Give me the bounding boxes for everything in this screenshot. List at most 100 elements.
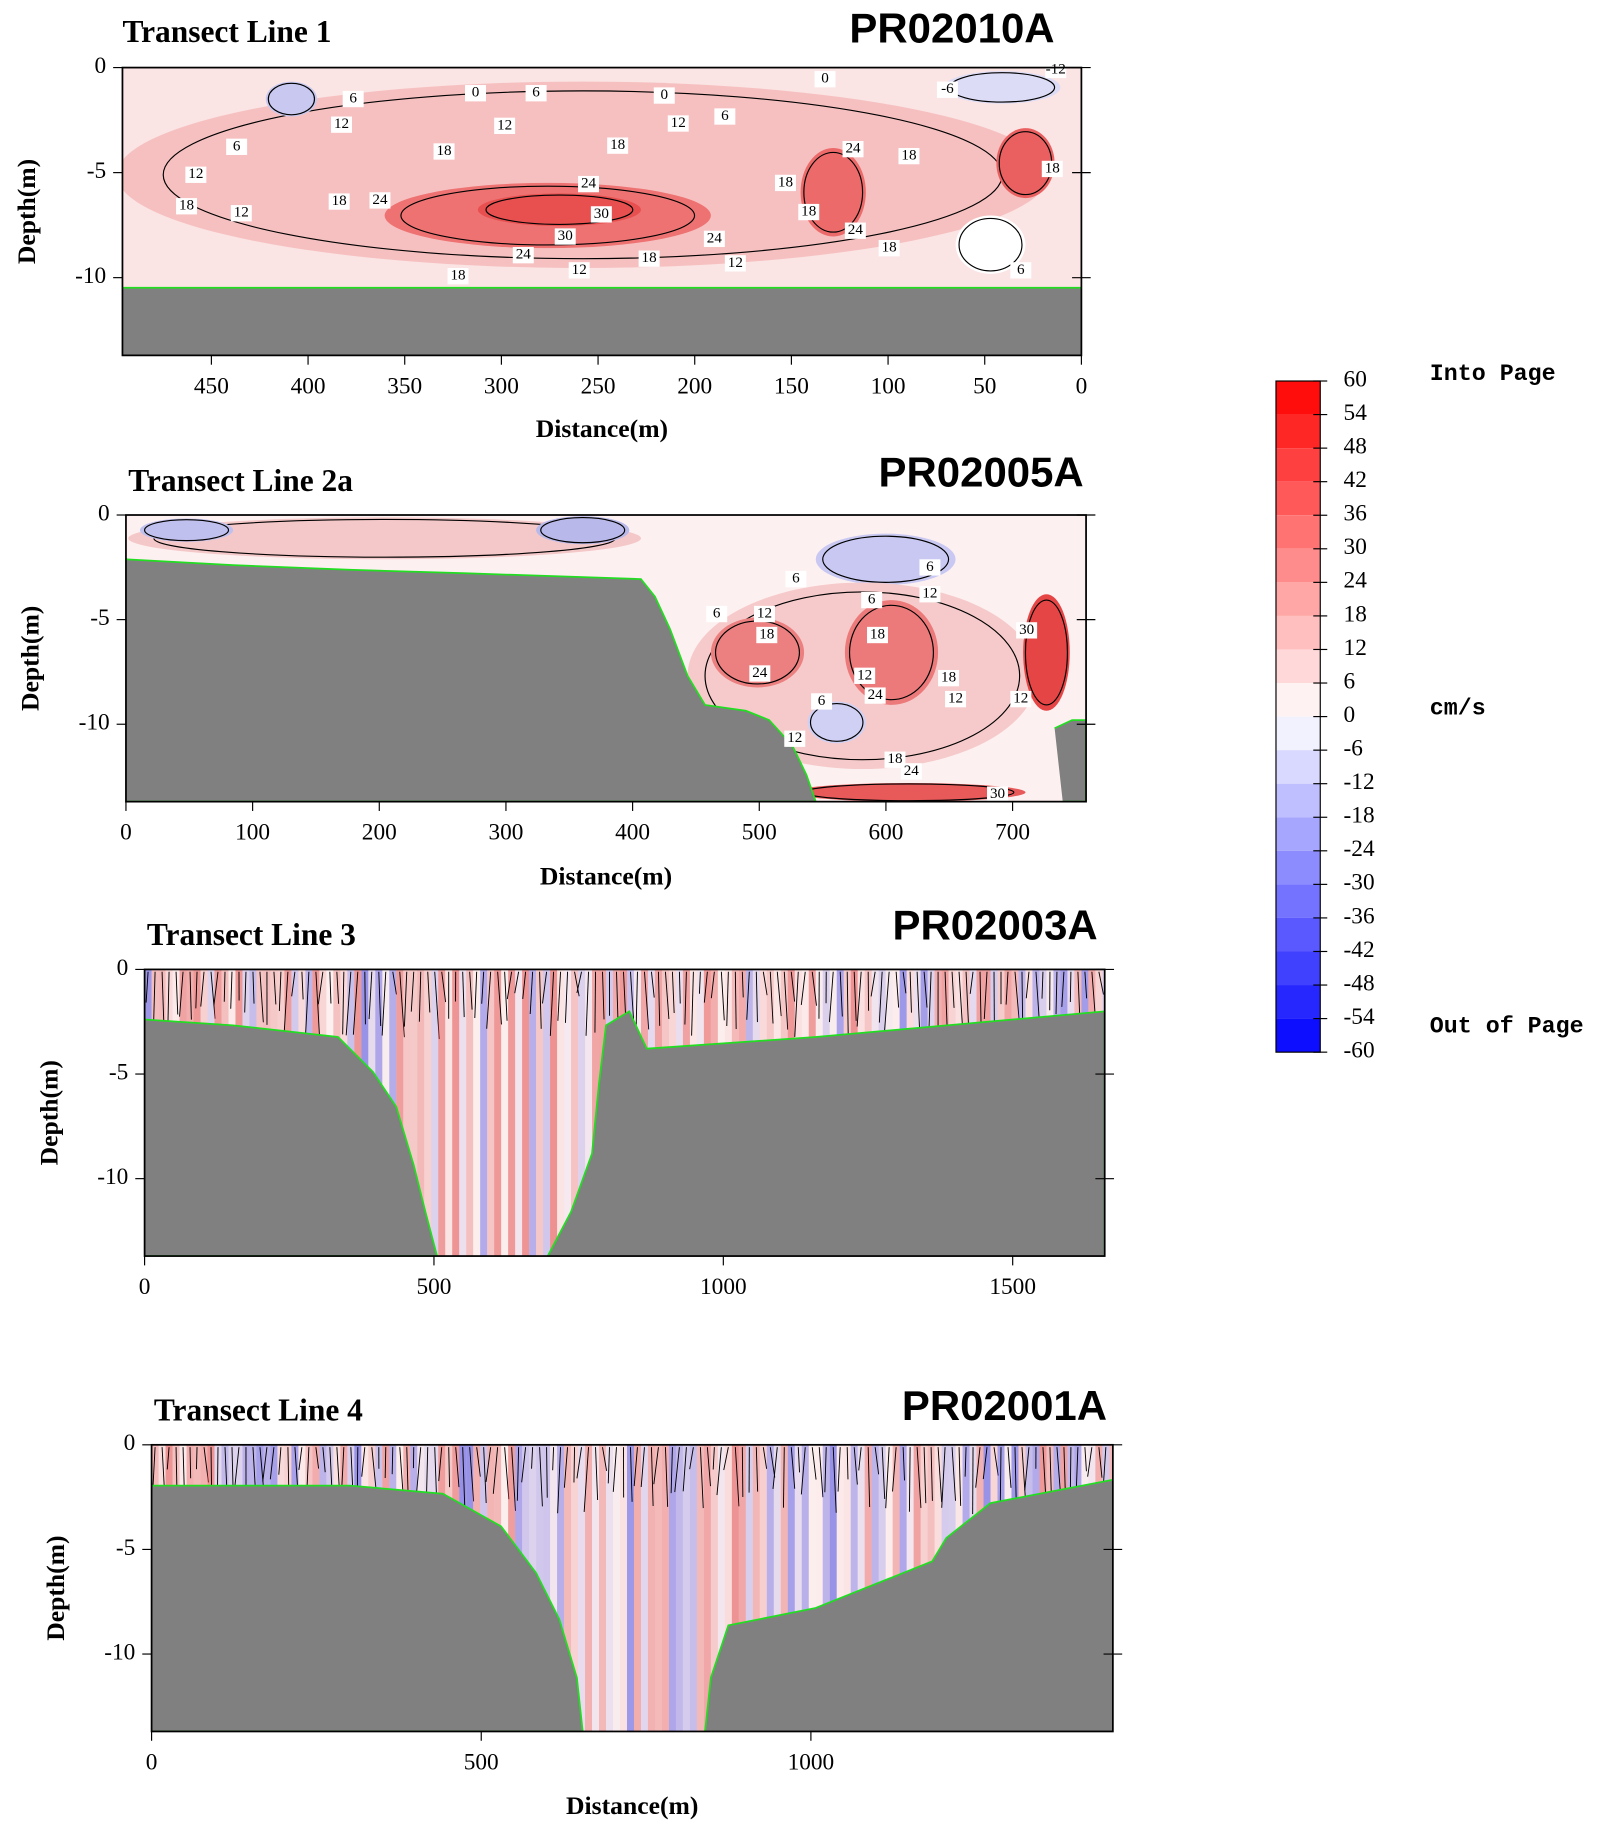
contour-line	[342, 971, 345, 1035]
heatmap-cell	[661, 1444, 669, 1732]
colorbar-bin	[1275, 548, 1321, 583]
contour-label: 6	[713, 606, 721, 622]
heatmap	[122, 67, 1082, 356]
contour-line	[576, 971, 582, 994]
contour-line	[776, 971, 782, 1017]
colorbar-tick-label: -24	[1344, 836, 1375, 862]
contour-label: 12	[787, 730, 802, 746]
heatmap-cell	[445, 969, 453, 1257]
contour-line	[539, 971, 542, 1029]
contour-label: 6	[926, 559, 934, 575]
contour-line	[259, 971, 264, 1023]
heatmap-cell	[515, 969, 523, 1257]
contour-label: 18	[941, 670, 956, 686]
colorbar-tick-label: -18	[1344, 803, 1375, 829]
contour-line	[585, 971, 589, 1036]
heatmap-cell	[724, 1444, 732, 1732]
heatmap-blob	[844, 600, 939, 705]
contour-line	[514, 971, 520, 994]
contour-line	[179, 971, 184, 1017]
contour-line	[384, 1447, 387, 1478]
contour-line	[305, 971, 310, 1036]
colorbar-bin	[1275, 448, 1321, 482]
x-tick-label: 400	[291, 373, 326, 399]
heatmap-cell	[689, 1444, 697, 1732]
x-tick-label: 450	[194, 373, 229, 399]
bottom-track	[704, 1478, 1113, 1732]
panel-title: Transect Line 2a	[128, 463, 353, 498]
heatmap-cell	[438, 969, 446, 1257]
contour-label: 6	[818, 693, 826, 709]
heatmap-cell	[710, 1444, 718, 1732]
contour-line	[674, 1447, 680, 1493]
contour-line	[529, 971, 534, 1015]
contour-line	[856, 971, 862, 1027]
contour-label-bg	[568, 262, 590, 279]
bottom-track	[125, 558, 817, 802]
contour-label: 12	[1013, 691, 1028, 707]
colorbar-bin	[1275, 1018, 1321, 1053]
contour-line	[427, 971, 431, 1013]
contour-label-bg	[919, 559, 941, 576]
contour-label-bg	[774, 174, 796, 192]
contour-label-bg	[798, 203, 820, 221]
contour-line	[734, 1447, 740, 1507]
contour-line	[1069, 971, 1072, 1003]
heatmap-cell	[508, 969, 516, 1257]
x-tick-label: 0	[139, 1274, 151, 1300]
contour-line	[336, 971, 340, 1004]
contour-line	[1075, 1447, 1079, 1493]
heatmap-cell	[571, 969, 579, 1257]
x-tick-label: 350	[387, 373, 422, 399]
contour-line	[895, 971, 900, 1008]
contour-label-bg	[1010, 690, 1032, 708]
contour-line	[822, 535, 950, 583]
contour-line	[878, 971, 883, 1023]
contour-line	[892, 1447, 897, 1492]
heatmap-cell	[452, 969, 460, 1257]
contour-line	[782, 1447, 785, 1508]
contour-line	[200, 971, 205, 1007]
contour-line	[839, 971, 843, 1017]
contour-line	[800, 1447, 806, 1495]
contour-label: 30	[1019, 622, 1034, 638]
heatmap-cell	[731, 1444, 739, 1732]
contour-line	[345, 971, 352, 1036]
contour-label-bg	[525, 85, 547, 102]
contour-label: 30	[558, 228, 573, 244]
contour-line	[678, 971, 681, 1004]
seabed	[1054, 720, 1087, 802]
contour-label: 6	[349, 91, 357, 107]
heatmap	[144, 969, 1105, 1257]
contour-line	[1098, 971, 1104, 995]
plot-frame	[150, 1443, 1114, 1733]
contour-line	[371, 1447, 377, 1494]
heatmap-cell	[396, 969, 404, 1257]
contour-line	[462, 971, 465, 1018]
contour-line	[1024, 1447, 1030, 1491]
contour-line	[653, 1447, 659, 1485]
contour-label: 6	[721, 108, 729, 124]
colorbar-bin	[1275, 683, 1321, 717]
contour-line	[244, 971, 247, 1013]
colorbar-tick-label: 6	[1344, 668, 1356, 694]
seabed	[547, 1011, 1105, 1257]
heatmap-cell	[717, 1444, 725, 1732]
colorbar-tick-label: -60	[1344, 1038, 1375, 1064]
contour-line	[720, 971, 725, 1021]
panel-title: Transect Line 3	[147, 917, 356, 952]
contour-line	[322, 1447, 326, 1473]
heatmap-cell	[571, 1444, 579, 1732]
contour-line	[557, 971, 562, 1021]
bottom-track	[144, 1018, 438, 1257]
contour-label: 18	[882, 240, 897, 256]
contour-line	[650, 971, 655, 998]
contour-line	[969, 971, 974, 994]
contour-label: 24	[845, 141, 861, 157]
contour-label-bg	[1016, 622, 1038, 639]
contour-label: 12	[234, 205, 249, 221]
contour-line	[516, 1447, 520, 1501]
heatmap	[125, 515, 1087, 802]
heatmap-cell	[738, 1444, 746, 1732]
contour-label-bg	[226, 138, 248, 155]
